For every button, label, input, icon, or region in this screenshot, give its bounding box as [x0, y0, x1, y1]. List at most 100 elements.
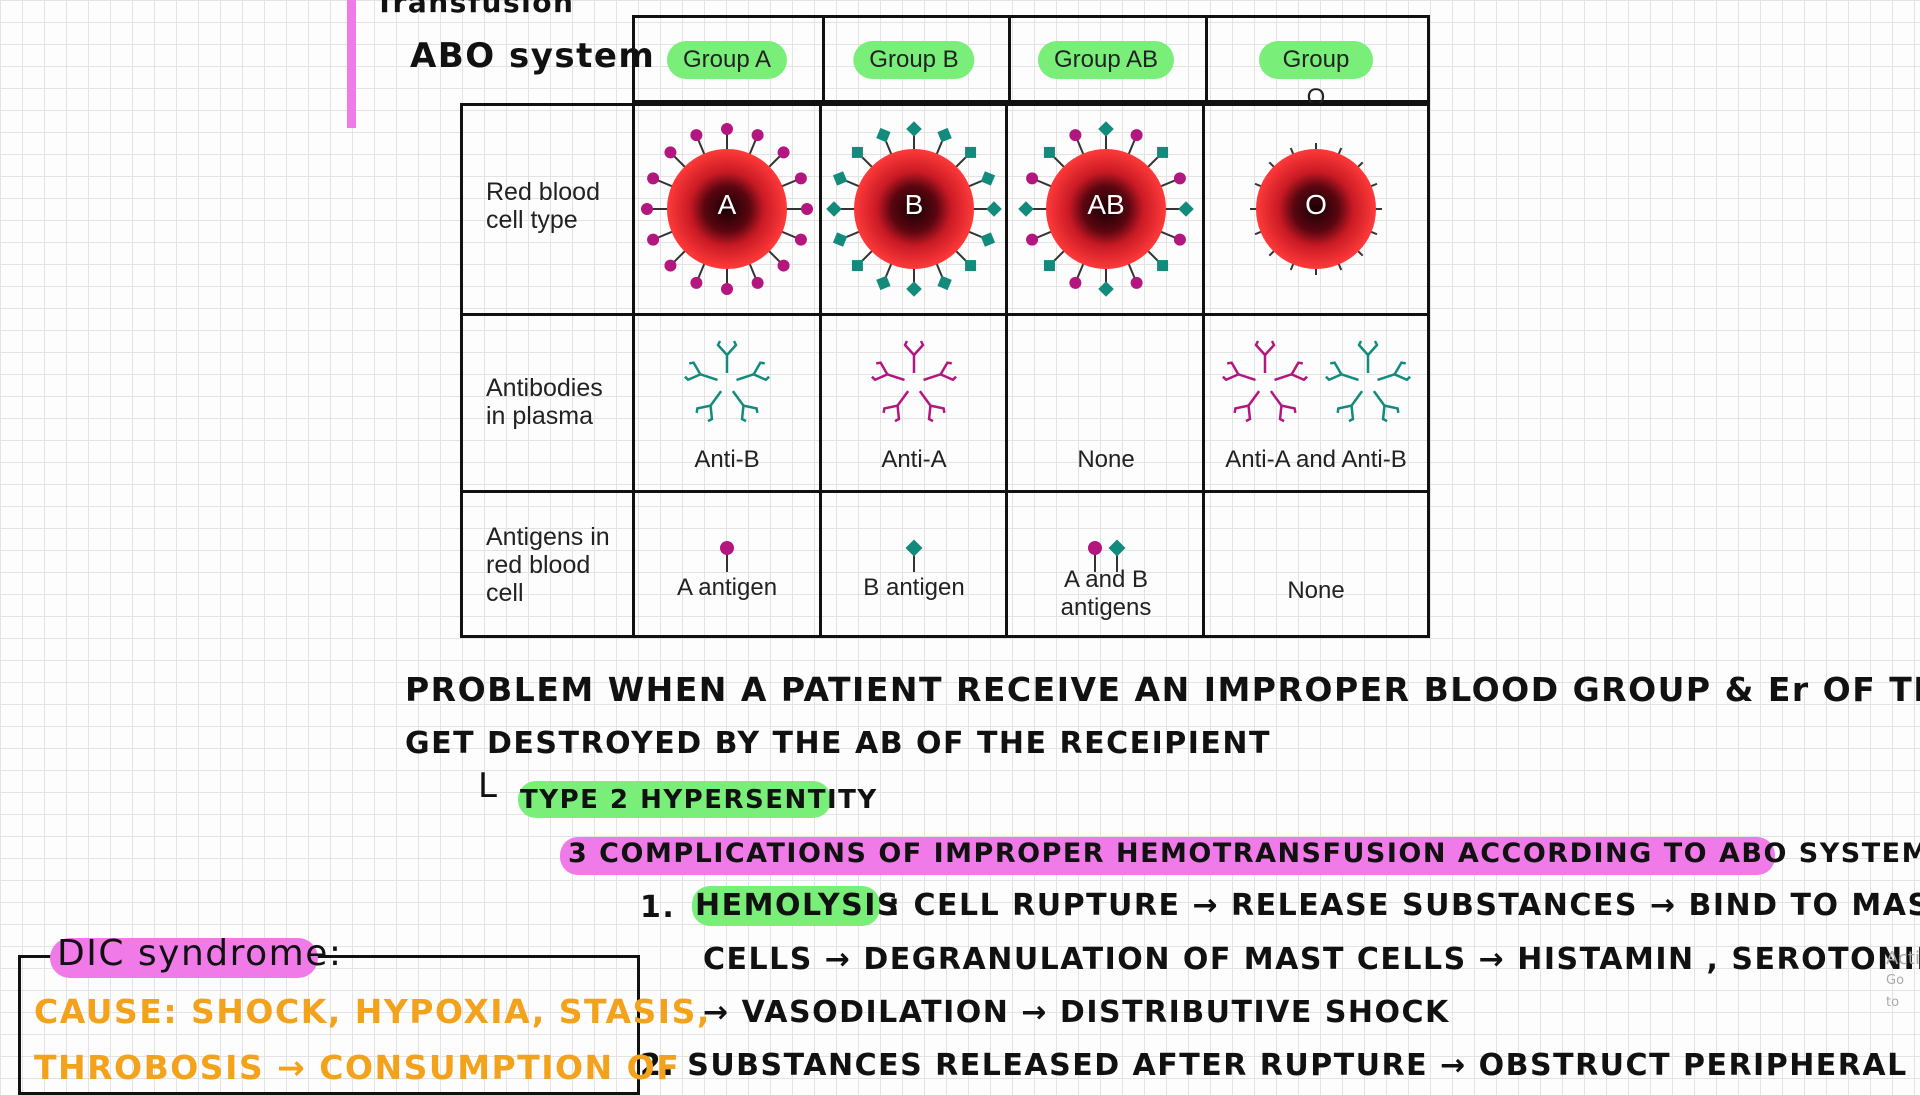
a-antigen-marker — [1069, 276, 1082, 289]
b-antigen-marker — [1108, 539, 1126, 557]
red-blood-cell — [1046, 149, 1166, 269]
dic-cause-line-1: CAUSE: SHOCK, HYPOXIA, STASIS, — [34, 992, 711, 1031]
a-antigen-marker — [801, 203, 813, 215]
a-antigen-marker — [777, 259, 790, 272]
group-ab-header: Group AB — [1037, 41, 1175, 79]
b-antigen-marker — [906, 281, 922, 297]
antigen-label-b: B antigen — [863, 574, 965, 601]
b-antigen-marker — [1098, 121, 1114, 137]
antibody-y-shape — [923, 361, 957, 382]
rbc-illustrations — [641, 121, 1411, 572]
antibody-y-shape — [918, 390, 946, 423]
row-label-antibodies: Antibodies in plasma — [486, 374, 603, 430]
red-blood-cell — [854, 149, 974, 269]
a-antigen-icon — [720, 541, 734, 572]
row-label-rbc: Red blood cell type — [486, 178, 600, 234]
antibody-label-ab: None — [1077, 446, 1135, 473]
rbc-letter-b: B — [904, 189, 924, 220]
antibody-y-shape — [1233, 390, 1261, 423]
rbc-group-o — [1250, 143, 1382, 275]
activation-watermark: Acti Go to — [1886, 948, 1920, 1010]
a-antigen-marker — [1130, 276, 1143, 289]
red-blood-cell — [667, 149, 787, 269]
b-antigen-marker — [1157, 146, 1169, 158]
item-1-line-2: CELLS → DEGRANULATION OF MAST CELLS → HI… — [703, 942, 1920, 977]
rbc-group-a — [641, 123, 813, 295]
a-antigen-icon-ab — [1088, 541, 1102, 572]
a-antigen-marker — [794, 172, 807, 185]
a-antigen-marker — [647, 172, 660, 185]
b-antigen-icon — [905, 539, 923, 572]
antigen-label-o: None — [1287, 577, 1345, 604]
antibody-y-shape — [871, 361, 905, 382]
complications-heading: 3 COMPLICATIONS OF IMPROPER HEMOTRANSFUS… — [568, 838, 1920, 869]
b-antigen-marker — [1043, 146, 1055, 158]
antigen-label-a: A antigen — [676, 574, 778, 601]
antibody-y-shape — [736, 361, 770, 382]
antibody-label-o: Anti-A and Anti-B — [1225, 446, 1407, 473]
antibody-y-shape — [1269, 390, 1297, 423]
antibody-y-shape — [1254, 340, 1276, 373]
b-antigen-marker — [986, 201, 1002, 217]
a-antigen-marker — [721, 283, 733, 295]
row-label-antigens: Antigens in red blood cell — [486, 523, 610, 607]
a-antigen-marker — [1026, 172, 1039, 185]
a-antigen-marker — [664, 259, 677, 272]
dic-title: DIC syndrome: — [57, 933, 343, 974]
antibody-y-shape — [1325, 361, 1359, 382]
antibody-y-shape — [1222, 361, 1256, 382]
a-antigen-marker — [751, 129, 764, 142]
b-antigen-marker — [965, 260, 977, 272]
group-b-header: Group B — [853, 41, 975, 79]
branch-mark: L — [478, 766, 499, 806]
b-antigen-marker — [937, 275, 952, 291]
antibody-anti-b-icon-o — [1325, 340, 1411, 423]
item-1-line-3: → VASODILATION → DISTRIBUTIVE SHOCK — [703, 995, 1450, 1030]
a-antigen-marker — [1173, 172, 1186, 185]
b-antigen-marker — [1098, 281, 1114, 297]
a-antigen-marker — [721, 123, 733, 135]
group-o-header: Group O — [1259, 41, 1373, 111]
b-antigen-marker — [876, 275, 891, 291]
a-antigen-marker — [647, 233, 660, 246]
a-antigen-marker — [690, 129, 703, 142]
complications-highlight — [560, 837, 1775, 875]
b-antigen-marker — [826, 201, 842, 217]
antibody-y-shape — [1357, 340, 1379, 373]
abo-table: Group A Group B Group AB Group O Red blo… — [460, 15, 1430, 638]
table-header-row — [632, 15, 1430, 103]
b-antigen-marker — [980, 232, 996, 247]
b-antigen-marker — [1043, 260, 1055, 272]
b-antigen-marker — [980, 171, 996, 186]
problem-line-1: PROBLEM WHEN A PATIENT RECEIVE AN IMPROP… — [405, 670, 1920, 709]
b-antigen-marker — [1157, 260, 1169, 272]
antibody-y-shape — [1336, 390, 1364, 423]
antibody-y-shape — [731, 390, 759, 423]
b-antigen-marker — [1018, 201, 1034, 217]
rbc-group-ab — [1018, 121, 1194, 297]
hypersensitivity-highlight — [518, 781, 831, 818]
b-antigen-marker — [832, 171, 848, 186]
b-antigen-marker — [906, 121, 922, 137]
a-antigen-marker — [1173, 233, 1186, 246]
group-a-header: Group A — [666, 41, 788, 79]
antibody-y-shape — [1372, 390, 1400, 423]
hemolysis-highlight — [692, 886, 880, 926]
antibody-y-shape — [716, 340, 738, 373]
rbc-letter-o: O — [1305, 189, 1327, 220]
a-antigen-marker — [720, 541, 734, 555]
item-1-text: : CELL RUPTURE → RELEASE SUBSTANCES → BI… — [888, 888, 1920, 923]
red-blood-cell — [1256, 149, 1376, 269]
a-antigen-marker — [664, 146, 677, 159]
a-antigen-marker — [1069, 129, 1082, 142]
a-antigen-marker — [751, 276, 764, 289]
b-antigen-marker — [937, 127, 952, 143]
antibody-anti-a-icon-o — [1222, 340, 1308, 423]
b-antigen-marker — [876, 127, 891, 143]
antibody-y-shape — [695, 390, 723, 423]
abo-system-label: ABO system : — [410, 36, 684, 76]
rbc-letter-ab: AB — [1087, 189, 1125, 220]
a-antigen-marker — [794, 233, 807, 246]
a-antigen-marker — [1026, 233, 1039, 246]
